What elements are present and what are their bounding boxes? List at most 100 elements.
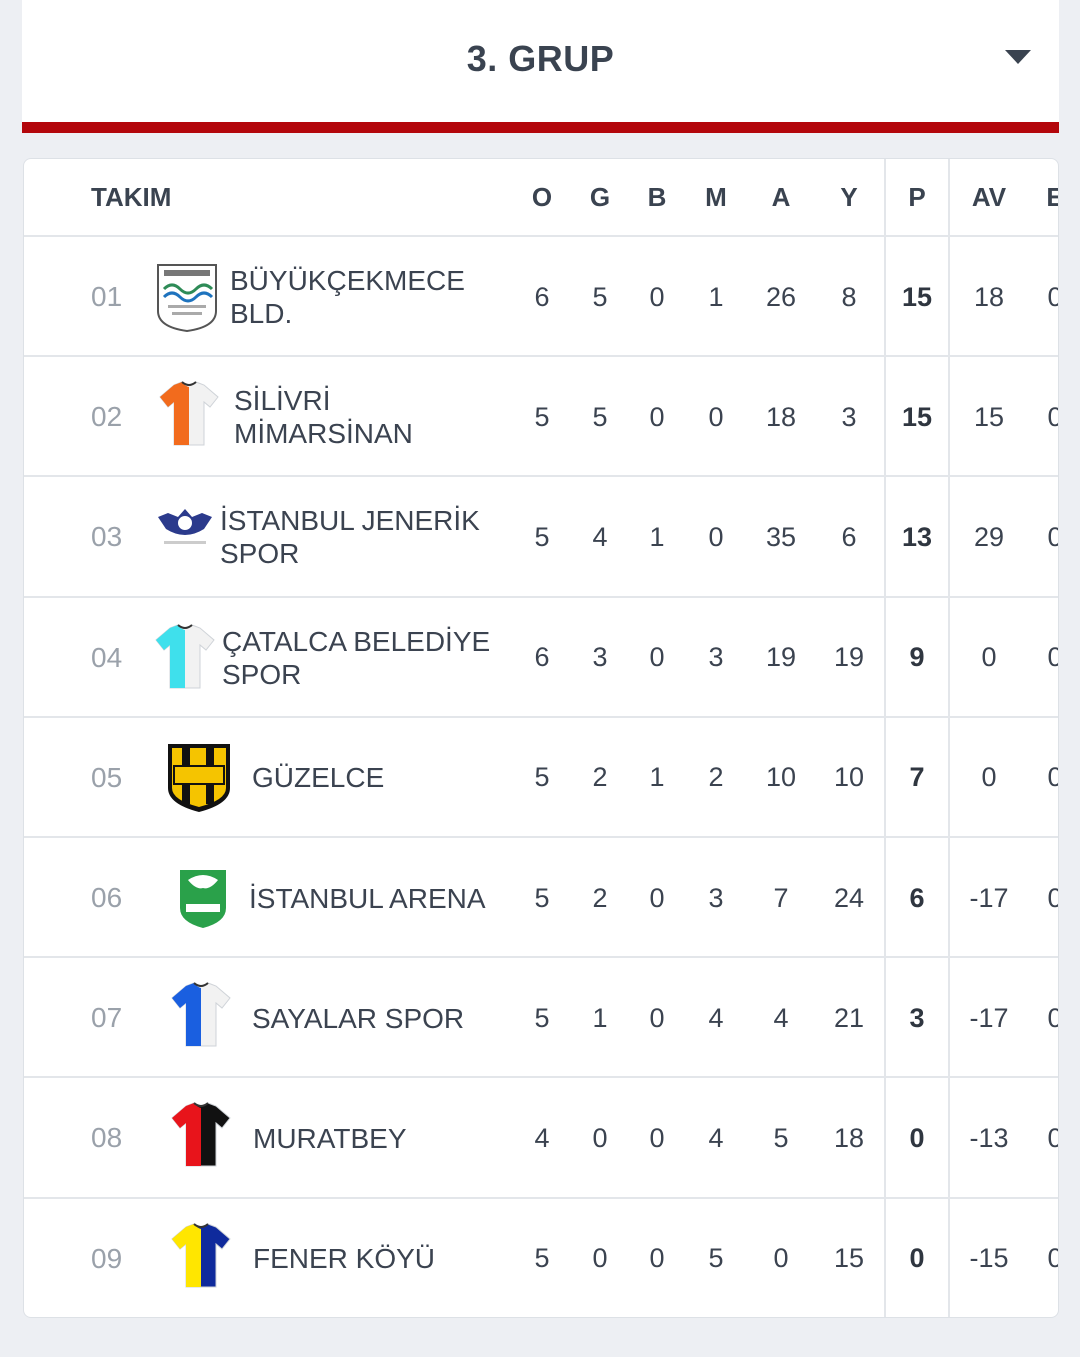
stat-average: 18 <box>973 281 1005 312</box>
stat-goals-against: 19 <box>833 642 865 673</box>
table-row[interactable]: 03 İSTANBUL JENERİK SPOR 5 4 1 0 35 6 13 29 0 <box>24 475 1058 597</box>
table-row[interactable]: 02 SİLİVRİ MİMARSİNAN 5 5 0 0 18 3 15 15 0 <box>24 355 1058 477</box>
stat-lost: 0 <box>708 521 724 552</box>
team-rank: 01 <box>91 281 123 313</box>
stat-goals-against: 6 <box>841 521 857 552</box>
stat-goals-for: 19 <box>765 642 797 673</box>
stat-points: 3 <box>909 1002 925 1033</box>
stat-drawn: 0 <box>649 401 665 432</box>
stat-points: 15 <box>901 401 933 432</box>
team-name[interactable]: BÜYÜKÇEKMECE BLD. <box>230 265 465 330</box>
stat-played: 6 <box>534 642 550 673</box>
group-header[interactable]: 3. GRUP <box>22 0 1059 122</box>
stat-drawn: 0 <box>649 882 665 913</box>
stat-won: 1 <box>592 1002 608 1033</box>
stat-won: 3 <box>592 642 608 673</box>
team-name[interactable]: SAYALAR SPOR <box>252 1002 465 1034</box>
header-goals-against: Y <box>840 182 858 212</box>
stat-extra: 0 <box>1038 237 1058 357</box>
stat-lost: 1 <box>708 281 724 312</box>
team-name[interactable]: ÇATALCA BELEDİYE SPOR <box>222 625 491 690</box>
stat-drawn: 0 <box>649 281 665 312</box>
stat-goals-for: 4 <box>773 1002 789 1033</box>
stat-won: 5 <box>592 281 608 312</box>
stat-points: 15 <box>901 281 933 312</box>
stat-extra: 0 <box>1038 477 1058 597</box>
stat-average: 0 <box>981 762 997 793</box>
team-name[interactable]: MURATBEY <box>253 1122 407 1154</box>
stat-drawn: 0 <box>649 1122 665 1153</box>
team-jersey-icon <box>164 1219 238 1293</box>
stat-extra: 0 <box>1038 718 1058 838</box>
stat-average: 0 <box>981 642 997 673</box>
team-name[interactable]: GÜZELCE <box>252 762 385 794</box>
stat-points: 0 <box>909 1122 925 1153</box>
stat-played: 5 <box>534 521 550 552</box>
stat-lost: 3 <box>708 642 724 673</box>
stat-average: 15 <box>973 401 1005 432</box>
caret-down-icon[interactable] <box>1005 50 1031 64</box>
table-row[interactable]: 07 SAYALAR SPOR 5 1 0 4 4 21 3 -17 0 <box>24 956 1058 1078</box>
stat-played: 4 <box>534 1122 550 1153</box>
stat-points: 7 <box>909 762 925 793</box>
team-rank: 02 <box>91 401 123 433</box>
table-row[interactable]: 05 GÜZELCE 5 2 1 2 10 10 7 0 0 <box>24 715 1058 838</box>
team-badge-icon <box>150 259 224 333</box>
stat-points: 0 <box>909 1243 925 1274</box>
table-row[interactable]: 09 FENER KÖYÜ 5 0 0 5 0 15 0 -15 0 <box>24 1196 1058 1317</box>
team-badge-icon <box>148 499 222 573</box>
stat-extra: 0 <box>1038 1078 1058 1198</box>
team-name[interactable]: FENER KÖYÜ <box>253 1243 436 1275</box>
stat-extra: 0 <box>1038 958 1058 1078</box>
standings-table: TAKIM O G B M A Y P AV E 01BÜYÜKÇEKMECE … <box>23 158 1059 1318</box>
stat-goals-for: 7 <box>773 882 789 913</box>
team-name[interactable]: SİLİVRİ MİMARSİNAN <box>234 385 413 450</box>
stat-goals-for: 18 <box>765 401 797 432</box>
stat-average: 29 <box>973 521 1005 552</box>
stat-extra: 0 <box>1038 357 1058 477</box>
stat-drawn: 0 <box>649 1243 665 1274</box>
team-name[interactable]: İSTANBUL JENERİK SPOR <box>220 505 480 570</box>
stat-goals-against: 24 <box>833 882 865 913</box>
stat-drawn: 0 <box>649 1002 665 1033</box>
table-row[interactable]: 06 İSTANBUL ARENA 5 2 0 3 7 24 6 -17 0 <box>24 836 1058 958</box>
table-row[interactable]: 08 MURATBEY 4 0 0 4 5 18 0 -13 0 <box>24 1076 1058 1198</box>
header-points: P <box>908 182 926 212</box>
stat-goals-against: 10 <box>833 762 865 793</box>
team-jersey-icon <box>164 1098 238 1172</box>
team-name[interactable]: İSTANBUL ARENA <box>249 882 486 914</box>
team-rank: 07 <box>91 1002 123 1034</box>
stat-won: 0 <box>592 1122 608 1153</box>
team-rank: 09 <box>91 1242 123 1274</box>
team-badge-icon <box>166 860 240 934</box>
stat-goals-against: 21 <box>833 1002 865 1033</box>
stat-extra: 0 <box>1038 598 1058 718</box>
stat-drawn: 0 <box>649 642 665 673</box>
team-rank: 06 <box>91 882 123 914</box>
stat-extra: 0 <box>1038 838 1058 958</box>
stat-lost: 4 <box>708 1002 724 1033</box>
stat-drawn: 1 <box>649 762 665 793</box>
header-played: O <box>531 182 553 212</box>
table-row[interactable]: 04 ÇATALCA BELEDİYE SPOR 6 3 0 3 19 19 9 0 0 <box>24 595 1058 718</box>
team-rank: 05 <box>91 761 123 793</box>
column-divider <box>948 159 950 1317</box>
team-rank: 04 <box>91 641 123 673</box>
stat-won: 0 <box>592 1243 608 1274</box>
group-title: 3. GRUP <box>466 38 615 79</box>
stat-played: 5 <box>534 762 550 793</box>
team-rank: 08 <box>91 1122 123 1154</box>
stat-average: -17 <box>969 1002 1009 1033</box>
stat-goals-for: 35 <box>765 521 797 552</box>
stat-played: 5 <box>534 1243 550 1274</box>
stat-won: 4 <box>592 521 608 552</box>
team-jersey-icon <box>152 377 226 451</box>
header-extra: E <box>1038 159 1058 236</box>
accent-bar <box>22 122 1059 133</box>
stat-lost: 5 <box>708 1243 724 1274</box>
stat-played: 5 <box>534 401 550 432</box>
header-lost: M <box>705 182 727 212</box>
stat-played: 5 <box>534 882 550 913</box>
stat-drawn: 1 <box>649 521 665 552</box>
